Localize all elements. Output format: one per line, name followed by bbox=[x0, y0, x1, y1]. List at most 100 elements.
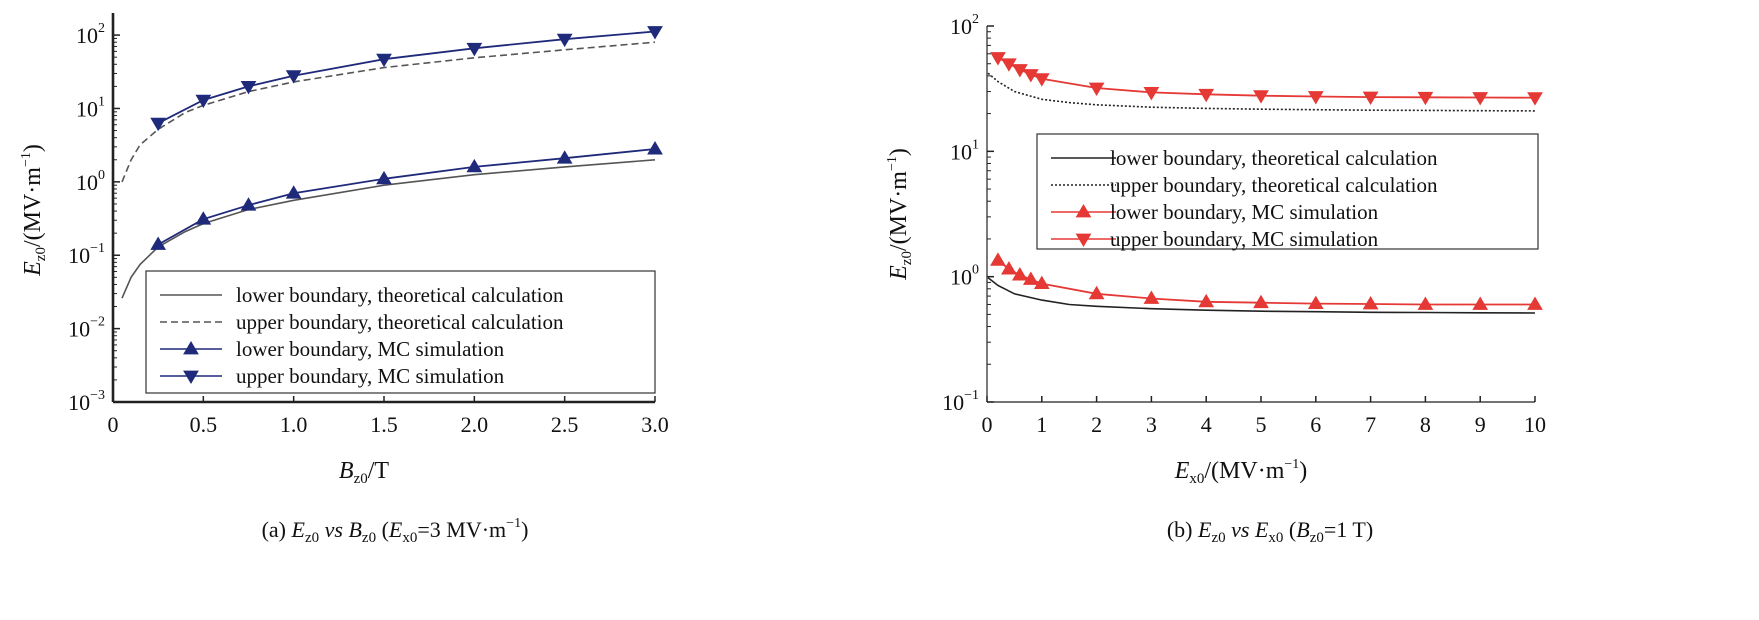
panel-caption: (a) Ez0 vs Bz0 (Ex0=3 MV·m−1) bbox=[262, 516, 529, 546]
x-tick-label: 2.0 bbox=[461, 412, 489, 437]
data-point bbox=[647, 141, 663, 155]
legend-label: upper boundary, theoretical calculation bbox=[1110, 173, 1438, 197]
data-point bbox=[1527, 296, 1543, 310]
series-line bbox=[121, 41, 656, 183]
text-part: vs bbox=[1226, 517, 1255, 542]
text-part: 10 bbox=[950, 14, 972, 39]
text-part: E bbox=[388, 517, 403, 542]
x-tick-label: 9 bbox=[1475, 412, 1486, 437]
legend-label: lower boundary, theoretical calculation bbox=[236, 283, 564, 307]
legend-box bbox=[1036, 133, 1539, 250]
text-part: z0 bbox=[354, 471, 368, 487]
series-2 bbox=[121, 41, 656, 183]
data-point bbox=[1012, 64, 1028, 78]
x-tick-label: 2 bbox=[1091, 412, 1102, 437]
data-point bbox=[1253, 90, 1269, 104]
x-tick-label: 1.0 bbox=[280, 412, 308, 437]
text-part: x0 bbox=[1189, 471, 1204, 487]
text-part: (a) bbox=[262, 517, 292, 542]
series-2 bbox=[987, 72, 1536, 112]
text-part: x0 bbox=[402, 530, 417, 546]
text-part: 1 bbox=[972, 137, 979, 152]
text-part: −3 bbox=[90, 388, 105, 403]
x-tick-label: 7 bbox=[1365, 412, 1376, 437]
data-point bbox=[1033, 275, 1050, 290]
data-point bbox=[1198, 293, 1215, 308]
text-part: B bbox=[339, 458, 354, 484]
text-part: 0 bbox=[98, 168, 105, 183]
text-part: ) bbox=[521, 517, 528, 542]
series-1 bbox=[987, 277, 1536, 314]
y-tick-label: 10−2 bbox=[68, 315, 105, 342]
y-tick-label: 100 bbox=[76, 168, 105, 195]
x-tick-label: 8 bbox=[1420, 412, 1431, 437]
legend: lower boundary, theoretical calculation u… bbox=[1036, 133, 1539, 251]
data-point bbox=[240, 197, 257, 211]
series-line bbox=[157, 30, 656, 125]
data-point bbox=[1033, 73, 1050, 87]
data-point bbox=[556, 150, 573, 164]
text-part: 10 bbox=[68, 243, 90, 268]
data-point bbox=[1472, 92, 1489, 106]
x-tick-label: 6 bbox=[1310, 412, 1321, 437]
data-point bbox=[1022, 271, 1039, 285]
data-point bbox=[1417, 296, 1434, 310]
data-point bbox=[1088, 82, 1105, 97]
text-part: 1 bbox=[98, 94, 105, 109]
text-part: z0 bbox=[1211, 530, 1225, 546]
data-point bbox=[1417, 91, 1434, 106]
data-point bbox=[1012, 267, 1028, 281]
text-part: 10 bbox=[68, 390, 90, 415]
legend-label: upper boundary, MC simulation bbox=[1110, 227, 1379, 251]
data-point bbox=[1307, 295, 1324, 309]
panel-caption: (b) Ez0 vs Ex0 (Bz0=1 T) bbox=[1167, 517, 1373, 546]
legend: lower boundary, theoretical calculation u… bbox=[145, 270, 656, 394]
x-tick-label: 1 bbox=[1036, 412, 1047, 437]
data-point bbox=[1075, 204, 1092, 218]
legend-label: upper boundary, theoretical calculation bbox=[236, 310, 564, 334]
text-part: vs bbox=[319, 517, 348, 542]
y-tick-label: 100 bbox=[950, 263, 979, 290]
y-tick-label: 101 bbox=[76, 94, 105, 121]
data-point bbox=[240, 80, 257, 95]
data-point bbox=[285, 70, 302, 84]
x-tick-label: 3.0 bbox=[641, 412, 669, 437]
text-part: ) bbox=[1299, 458, 1307, 484]
text-part: −1 bbox=[964, 388, 979, 403]
text-part: z0 bbox=[899, 251, 915, 265]
x-axis-label: Ex0/(MV·m−1) bbox=[1174, 457, 1308, 487]
x-tick-label: 5 bbox=[1256, 412, 1267, 437]
text-part: 10 bbox=[76, 96, 98, 121]
data-point bbox=[195, 94, 212, 109]
data-point bbox=[1307, 91, 1324, 105]
text-part: −1 bbox=[90, 241, 105, 256]
x-tick-label: 10 bbox=[1524, 412, 1546, 437]
x-tick-label: 3 bbox=[1146, 412, 1157, 437]
text-part: =3 MV·m bbox=[417, 517, 506, 542]
text-part: E bbox=[1254, 517, 1269, 542]
text-part: 2 bbox=[98, 21, 105, 36]
x-axis-label: Bz0/T bbox=[339, 458, 390, 487]
text-part: B bbox=[348, 517, 361, 542]
text-part: −1 bbox=[885, 156, 900, 171]
text-part: ) bbox=[20, 144, 46, 152]
data-point bbox=[376, 170, 392, 185]
y-tick-label: 102 bbox=[950, 12, 979, 39]
data-point bbox=[1198, 88, 1215, 103]
text-part: ( bbox=[1283, 517, 1296, 542]
data-point bbox=[1022, 69, 1039, 83]
x-tick-label: 0 bbox=[108, 412, 119, 437]
x-tick-label: 2.5 bbox=[551, 412, 579, 437]
text-part: E bbox=[291, 517, 306, 542]
data-point bbox=[1143, 87, 1160, 101]
text-part: ( bbox=[376, 517, 389, 542]
series-line bbox=[987, 72, 1536, 112]
legend-label: lower boundary, theoretical calculation bbox=[1110, 146, 1438, 170]
text-part: /(MV·m bbox=[1204, 458, 1284, 484]
text-part: z0 bbox=[305, 530, 319, 546]
y-tick-label: 102 bbox=[76, 21, 105, 48]
data-point bbox=[1362, 296, 1379, 310]
